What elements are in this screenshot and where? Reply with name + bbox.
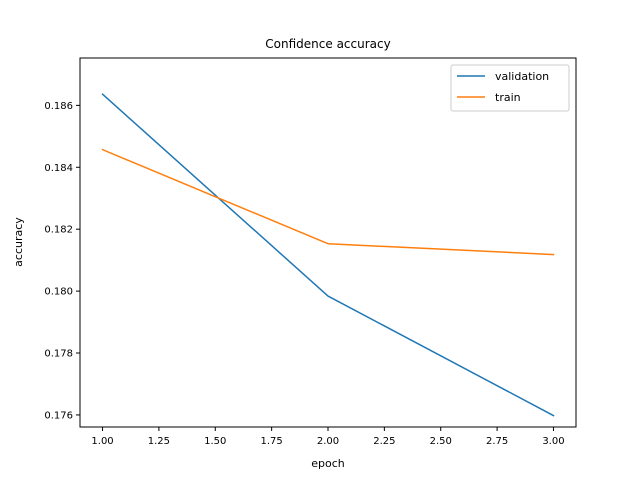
x-tick-label: 1.00	[91, 436, 113, 447]
x-tick-label: 1.50	[204, 436, 226, 447]
x-tick-label: 2.00	[317, 436, 339, 447]
legend: validation train	[450, 64, 570, 112]
x-tick-label: 2.50	[430, 436, 452, 447]
x-tick-label: 2.75	[486, 436, 508, 447]
plot-area	[79, 57, 577, 428]
legend-label-train: train	[495, 91, 521, 104]
x-tick-label: 3.00	[542, 436, 564, 447]
y-tick-label: 0.178	[44, 349, 73, 360]
y-axis-label: accuracy	[12, 217, 25, 267]
x-tick-label: 2.25	[373, 436, 395, 447]
chart-title: Confidence accuracy	[265, 37, 390, 51]
x-tick-label: 1.75	[261, 436, 283, 447]
y-tick-label: 0.182	[44, 225, 73, 236]
legend-label-validation: validation	[495, 70, 549, 83]
y-tick-label: 0.184	[44, 163, 73, 174]
y-tick-label: 0.186	[44, 101, 73, 112]
x-axis-ticks: 1.00 1.25 1.50 1.75 2.00 2.25 2.50 2.75 3.00	[91, 427, 565, 447]
x-axis-label: epoch	[311, 457, 345, 470]
y-tick-label: 0.180	[44, 287, 73, 298]
x-tick-label: 1.25	[148, 436, 170, 447]
series-layer	[101, 93, 555, 417]
y-tick-label: 0.176	[44, 410, 73, 421]
series-line-train	[101, 148, 555, 256]
y-axis-ticks: 0.176 0.178 0.180 0.182 0.184 0.186	[44, 101, 80, 421]
series-line-validation	[101, 93, 555, 417]
